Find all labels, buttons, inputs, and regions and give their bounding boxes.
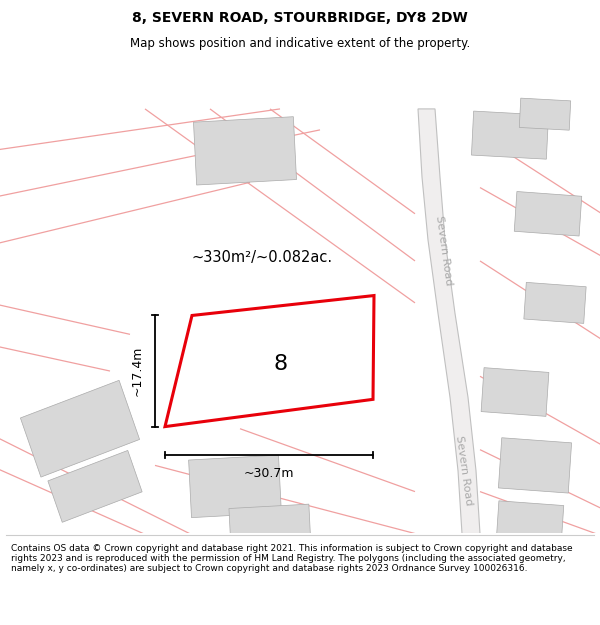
Polygon shape [20,381,140,477]
Polygon shape [481,368,549,416]
Polygon shape [193,117,296,185]
Text: Map shows position and indicative extent of the property.: Map shows position and indicative extent… [130,37,470,50]
Polygon shape [188,455,281,518]
Text: Severn Road: Severn Road [454,435,474,506]
Text: 8, SEVERN ROAD, STOURBRIDGE, DY8 2DW: 8, SEVERN ROAD, STOURBRIDGE, DY8 2DW [132,11,468,25]
Polygon shape [520,98,571,130]
Text: Contains OS data © Crown copyright and database right 2021. This information is : Contains OS data © Crown copyright and d… [11,544,572,573]
Text: ~17.4m: ~17.4m [131,346,143,396]
Polygon shape [524,282,586,323]
Polygon shape [48,451,142,522]
Polygon shape [499,438,572,493]
Polygon shape [418,109,480,534]
Polygon shape [165,296,374,427]
Polygon shape [229,504,311,552]
Polygon shape [514,191,582,236]
Text: ~330m²/~0.082ac.: ~330m²/~0.082ac. [191,250,332,265]
Polygon shape [472,111,548,159]
Text: ~30.7m: ~30.7m [244,468,294,480]
Polygon shape [496,501,564,546]
Text: 8: 8 [274,354,288,374]
Text: Severn Road: Severn Road [434,215,454,286]
